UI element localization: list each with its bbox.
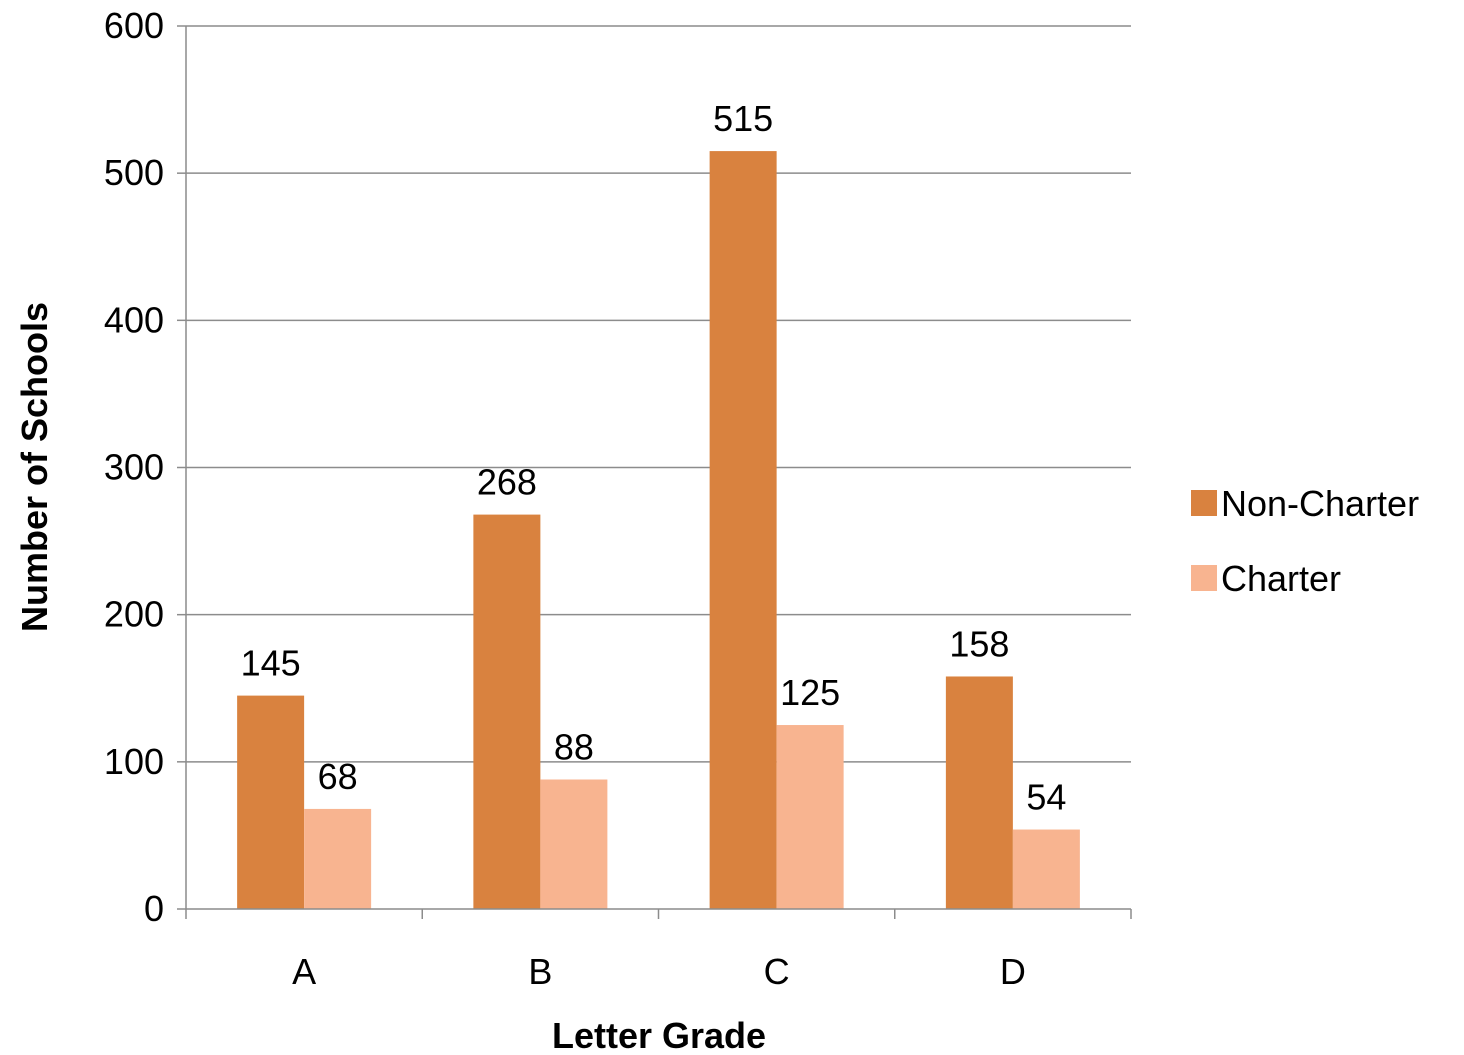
bar xyxy=(709,151,777,909)
y-axis-title: Number of Schools xyxy=(14,302,55,632)
x-axis-title: Letter Grade xyxy=(552,1015,766,1055)
x-tick-label: B xyxy=(528,951,552,992)
bar xyxy=(1012,829,1080,909)
x-tick-label: C xyxy=(764,951,790,992)
legend-swatch xyxy=(1191,565,1217,591)
y-tick-label: 0 xyxy=(144,888,164,929)
y-tick-label: 600 xyxy=(104,5,164,46)
legend-label: Non-Charter xyxy=(1221,483,1419,524)
axes xyxy=(177,25,1132,919)
data-label: 515 xyxy=(713,98,773,139)
data-label: 88 xyxy=(554,726,594,767)
data-label: 54 xyxy=(1026,777,1066,818)
legend: Non-Charter Charter xyxy=(1191,483,1419,599)
bar xyxy=(776,725,844,909)
data-label: 158 xyxy=(949,623,1009,664)
legend-swatch xyxy=(1191,490,1217,516)
data-label: 268 xyxy=(477,462,537,503)
x-tick-label: D xyxy=(1000,951,1026,992)
bars xyxy=(237,151,1080,909)
bar xyxy=(237,695,305,909)
data-labels: 145 68 268 88 515 125 158 54 xyxy=(241,98,1067,817)
y-tick-label: 100 xyxy=(104,741,164,782)
y-tick-label: 500 xyxy=(104,152,164,193)
x-tick-label: A xyxy=(292,951,316,992)
y-tick-label: 200 xyxy=(104,594,164,635)
bar xyxy=(945,676,1013,909)
legend-label: Charter xyxy=(1221,558,1341,599)
y-tick-label: 300 xyxy=(104,447,164,488)
data-label: 145 xyxy=(241,643,301,684)
data-label: 125 xyxy=(780,672,840,713)
bar xyxy=(540,779,608,909)
tick-labels: 0 100 200 300 400 500 600 A B C D xyxy=(104,5,1026,992)
y-tick-label: 400 xyxy=(104,299,164,340)
data-label: 68 xyxy=(318,756,358,797)
bar xyxy=(304,808,372,909)
bar xyxy=(473,514,541,909)
